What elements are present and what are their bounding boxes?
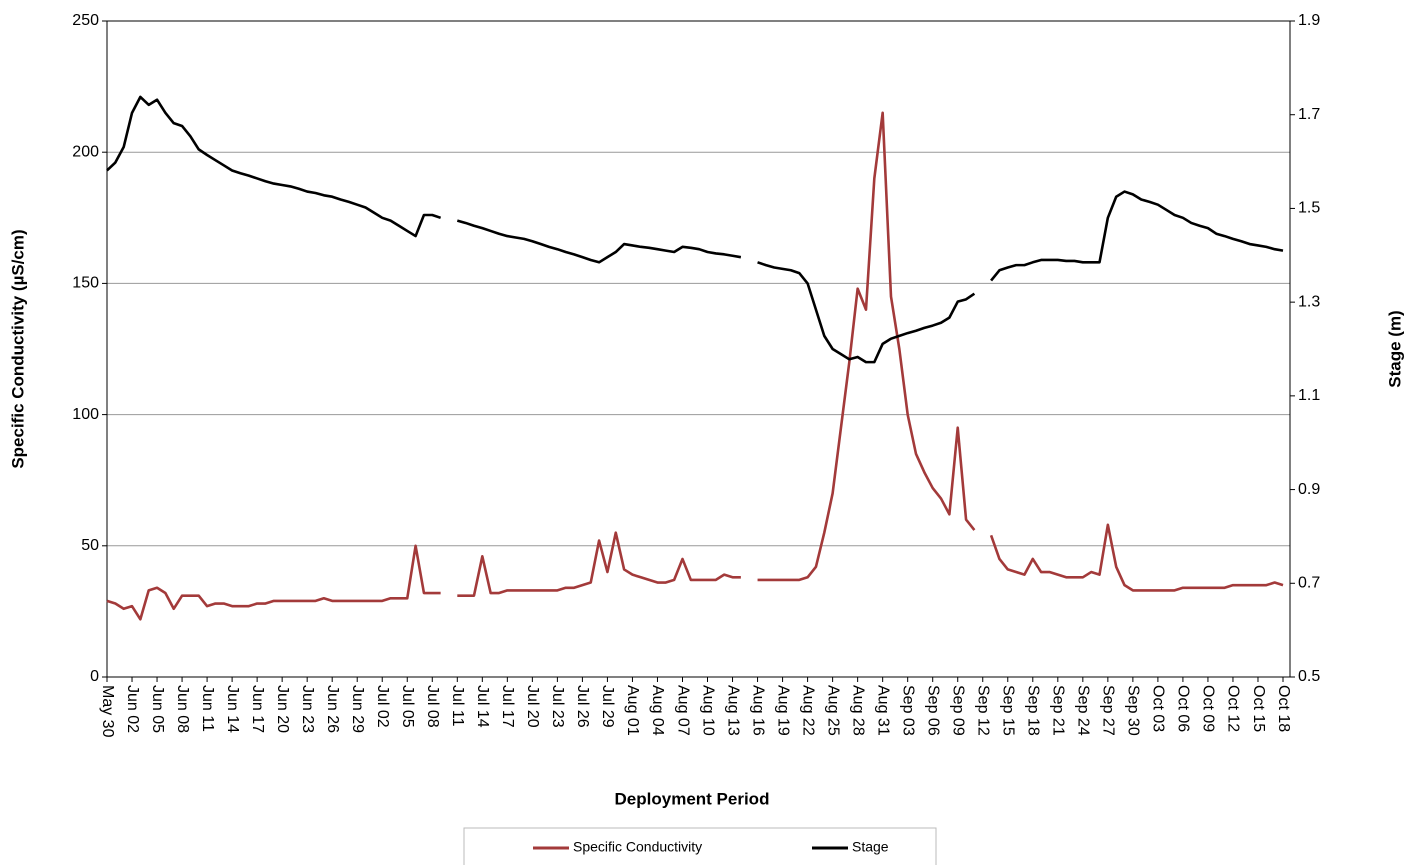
x-axis-title: Deployment Period	[615, 789, 770, 808]
y-axis-title: Specific Conductivity (µS/cm)	[8, 229, 27, 468]
x-tick-label: Aug 28	[849, 685, 866, 736]
x-tick-label: Sep 09	[949, 685, 966, 736]
x-tick-label: Jul 05	[399, 685, 416, 728]
x-tick-label: Sep 30	[1125, 685, 1142, 736]
y2-tick-label: 1.9	[1298, 12, 1320, 29]
y2-tick-label: 1.7	[1298, 106, 1320, 123]
y2-axis-title: Stage (m)	[1385, 310, 1404, 387]
x-tick-label: Jun 20	[274, 685, 291, 733]
x-tick-label: Sep 24	[1075, 685, 1092, 736]
x-tick-label: Jun 17	[249, 685, 266, 733]
plot-frame	[106, 20, 1291, 678]
x-tick-label: Aug 01	[624, 685, 641, 736]
x-tick-label: Aug 07	[674, 685, 691, 736]
x-tick-label: Sep 06	[924, 685, 941, 736]
x-tick-label: Jun 14	[224, 685, 241, 733]
x-tick-label: Aug 22	[799, 685, 816, 736]
x-tick-label: Jun 05	[149, 685, 166, 733]
x-tick-label: Jul 26	[574, 685, 591, 728]
y-tick-label: 0	[90, 668, 99, 685]
x-tick-label: Jun 26	[324, 685, 341, 733]
y-tick-label: 200	[72, 143, 99, 160]
x-tick-label: Sep 12	[975, 685, 992, 736]
y-tick-label: 100	[72, 406, 99, 423]
x-tick-label: Jul 14	[474, 685, 491, 728]
y2-tick-label: 1.3	[1298, 293, 1320, 310]
x-tick-label: Oct 03	[1150, 685, 1167, 732]
x-tick-label: Jul 20	[524, 685, 541, 728]
x-tick-label: Sep 03	[899, 685, 916, 736]
x-tick-label: Aug 16	[749, 685, 766, 736]
y2-tick-label: 1.5	[1298, 200, 1320, 217]
y2-tick-label: 0.7	[1298, 575, 1320, 592]
x-tick-label: Sep 15	[1000, 685, 1017, 736]
series-line	[106, 111, 1284, 621]
x-tick-label: Jun 11	[199, 685, 216, 732]
x-tick-label: Oct 15	[1250, 685, 1267, 732]
y2-tick-label: 0.5	[1298, 668, 1320, 685]
series-line	[106, 95, 1284, 364]
y-tick-label: 50	[81, 537, 99, 554]
x-tick-label: Oct 09	[1200, 685, 1217, 732]
x-tick-label: Jun 23	[299, 685, 316, 733]
x-tick-label: Oct 18	[1275, 685, 1292, 732]
x-tick-label: Sep 27	[1100, 685, 1117, 736]
x-tick-label: Jul 29	[599, 685, 616, 728]
y2-tick-label: 1.1	[1298, 387, 1320, 404]
x-tick-label: Jul 17	[499, 685, 516, 728]
x-tick-label: Sep 18	[1025, 685, 1042, 736]
x-tick-label: Jun 08	[174, 685, 191, 733]
x-tick-label: Aug 10	[699, 685, 716, 736]
x-tick-label: Oct 12	[1225, 685, 1242, 732]
x-tick-label: Jun 02	[124, 685, 141, 733]
x-tick-label: Oct 06	[1175, 685, 1192, 732]
x-tick-label: Jun 29	[349, 685, 366, 733]
x-tick-label: Aug 13	[724, 685, 741, 736]
y-tick-label: 250	[72, 12, 99, 29]
y-tick-label: 150	[72, 275, 99, 292]
x-tick-label: Aug 04	[649, 685, 666, 736]
x-tick-label: Aug 31	[874, 685, 891, 736]
x-tick-label: Jul 23	[549, 685, 566, 728]
x-tick-label: Aug 19	[774, 685, 791, 736]
x-tick-label: Jul 08	[424, 685, 441, 728]
x-tick-label: Sep 21	[1050, 685, 1067, 736]
x-tick-label: Jul 11	[449, 685, 466, 727]
x-tick-label: Aug 25	[824, 685, 841, 736]
x-tick-label: May 30	[99, 685, 116, 738]
y2-tick-label: 0.9	[1298, 481, 1320, 498]
legend-label: Specific Conductivity	[573, 839, 702, 855]
legend-label: Stage	[852, 839, 889, 855]
x-tick-label: Jul 02	[374, 685, 391, 728]
